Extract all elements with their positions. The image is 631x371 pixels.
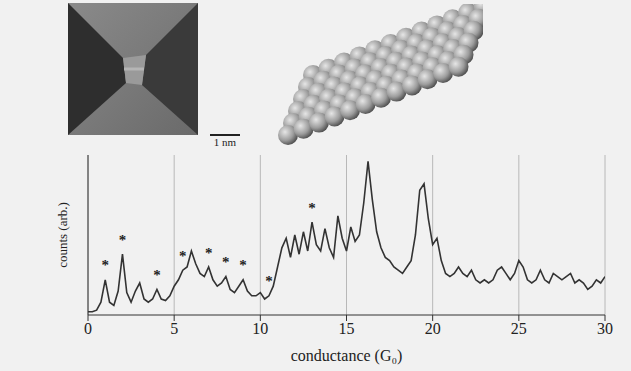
svg-text:*: * [222,254,230,270]
svg-text:*: * [101,257,109,273]
svg-text:25: 25 [511,320,527,337]
svg-text:*: * [179,248,187,264]
svg-text:*: * [153,267,161,283]
svg-text:*: * [265,273,273,289]
svg-text:20: 20 [425,320,441,337]
svg-text:15: 15 [339,320,355,337]
svg-text:30: 30 [597,320,613,337]
svg-text:*: * [239,257,247,273]
html-text:1 nm: 1 nm [213,136,237,148]
svg-text:counts (arb.): counts (arb.) [55,202,70,268]
svg-text:0: 0 [84,320,92,337]
svg-text:*: * [119,232,127,248]
svg-text:*: * [205,245,213,261]
svg-text:5: 5 [170,320,178,337]
svg-text:10: 10 [252,320,268,337]
svg-text:conductance (G₀): conductance (G₀) [291,347,403,365]
svg-text:*: * [308,200,316,216]
